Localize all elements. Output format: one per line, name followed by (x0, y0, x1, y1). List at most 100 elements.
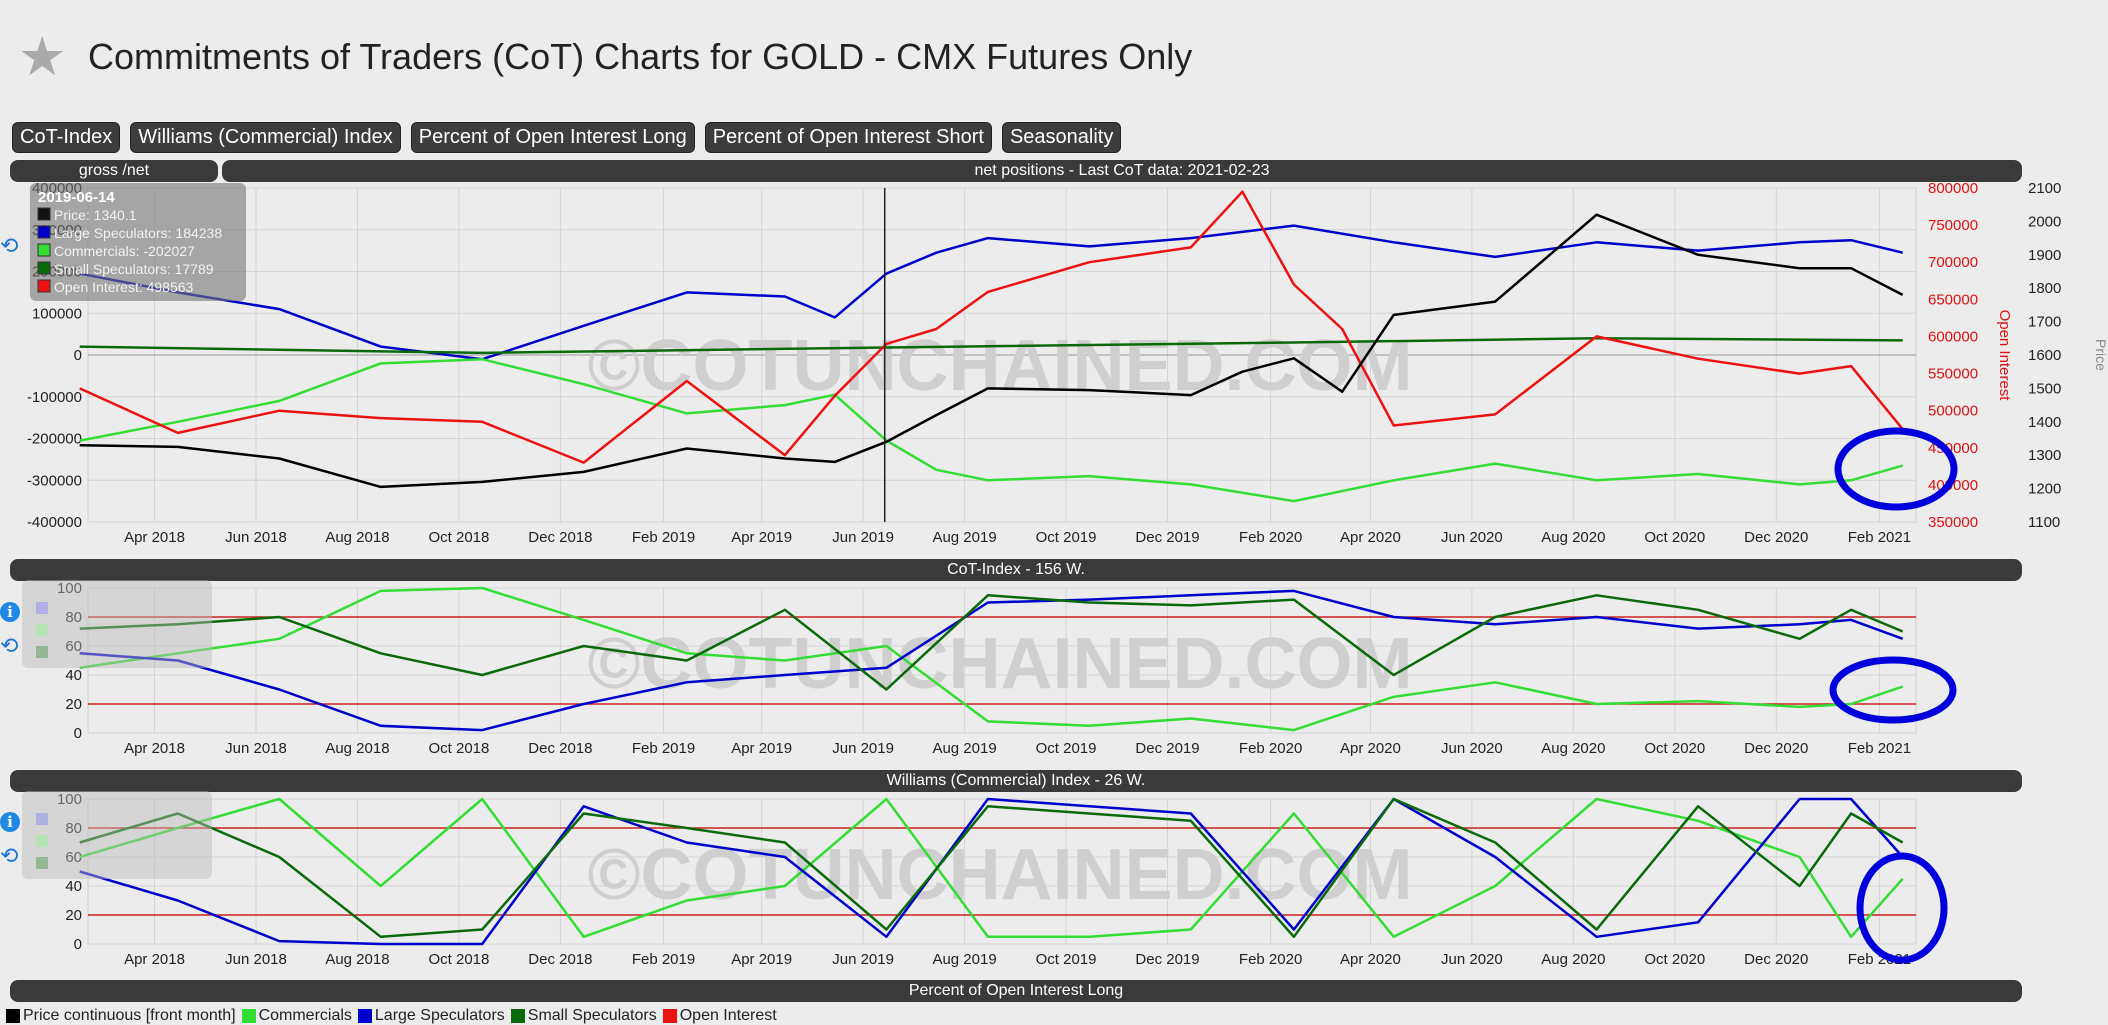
price-tick-label: 2100 (2028, 180, 2061, 197)
x-tick-label: Oct 2020 (1644, 740, 1705, 757)
price-tick-label: 1400 (2028, 414, 2061, 431)
info-icon[interactable]: i (0, 602, 20, 622)
series-line-open-interest (79, 190, 1904, 464)
tooltip-background (30, 183, 246, 301)
price-tick-label: 1700 (2028, 314, 2061, 331)
legend-swatch (510, 1009, 525, 1023)
legend-item-open-interest[interactable]: Open Interest (662, 1007, 777, 1025)
series-line-large-speculators (79, 589, 1904, 732)
x-tick-label: Oct 2019 (1036, 740, 1097, 757)
y-tick-label: 20 (65, 907, 82, 924)
x-tick-label: Feb 2021 (1848, 740, 1911, 757)
tab-cot-index[interactable]: CoT-Index (12, 122, 121, 153)
oi-tick-label: 550000 (1928, 366, 1978, 383)
legend-swatch (241, 1009, 256, 1023)
legend-item-price[interactable]: Price continuous [front month] (6, 1007, 236, 1025)
info-icon[interactable]: i (0, 812, 20, 832)
tooltip-swatch (37, 279, 51, 293)
price-tick-label: 1600 (2028, 347, 2061, 364)
favorite-star-icon[interactable]: ★ (18, 27, 67, 87)
refresh-icon[interactable]: ⟲ (0, 634, 19, 659)
refresh-icon[interactable]: ⟲ (0, 844, 19, 869)
price-tick-label: 1500 (2028, 380, 2061, 397)
price-tick-label: 1200 (2028, 481, 2061, 498)
refresh-icon[interactable]: ⟲ (0, 234, 19, 259)
series-line-price-continuous-front-month- (79, 213, 1904, 489)
series-toggle-box (22, 791, 212, 879)
x-tick-label: Dec 2018 (528, 529, 592, 546)
toggle-swatch (36, 857, 48, 869)
tab-percent-oi-long[interactable]: Percent of Open Interest Long (410, 122, 695, 153)
y-tick-label: -200000 (27, 431, 82, 448)
chart-tabs: CoT-Index Williams (Commercial) Index Pe… (12, 122, 1122, 153)
annotation-circle (1856, 852, 1948, 964)
x-tick-label: Aug 2020 (1541, 740, 1605, 757)
y-tick-label: 80 (65, 609, 82, 626)
tooltip-swatch (37, 243, 51, 257)
tooltip-swatch (37, 207, 51, 221)
series-line-small-speculators (79, 594, 1904, 691)
net-positions-header: net positions - Last CoT data: 2021-02-2… (222, 160, 2022, 182)
price-tick-label: 1100 (2028, 514, 2060, 531)
oi-tick-label: 750000 (1928, 217, 1978, 234)
x-tick-label: Feb 2020 (1239, 740, 1302, 757)
x-tick-label: Apr 2019 (731, 951, 792, 968)
oi-tick-label: 600000 (1928, 328, 1978, 345)
y-tick-label: 100 (57, 791, 82, 808)
series-toggle-box (22, 580, 212, 668)
y-tick-label: 100 (57, 580, 82, 597)
legend-item-large-speculators[interactable]: Large Speculators (357, 1007, 505, 1025)
tooltip-swatch (37, 261, 51, 275)
y-tick-label: 60 (65, 849, 82, 866)
oi-tick-label: 350000 (1928, 514, 1978, 531)
tooltip-row: Small Speculators: 17789 (54, 261, 214, 277)
price-tick-label: 2000 (2028, 213, 2061, 230)
toggle-box-bg (22, 791, 212, 879)
price-axis-title: Price (2093, 339, 2108, 371)
x-tick-label: Aug 2020 (1541, 529, 1605, 546)
y-tick-label: 0 (74, 725, 82, 742)
percent-long-header: Percent of Open Interest Long (10, 980, 2022, 1002)
x-tick-label: Feb 2021 (1848, 529, 1911, 546)
series-line-large-speculators (79, 797, 1904, 946)
tab-seasonality[interactable]: Seasonality (1001, 122, 1122, 153)
tab-williams-index[interactable]: Williams (Commercial) Index (130, 122, 401, 153)
x-tick-label: Aug 2019 (932, 529, 996, 546)
x-tick-label: Feb 2021 (1848, 951, 1911, 968)
series-line-small-speculators (79, 337, 1903, 355)
x-tick-label: Apr 2019 (731, 740, 792, 757)
legend-label: Commercials (258, 1007, 352, 1024)
legend-item-small-speculators[interactable]: Small Speculators (510, 1007, 657, 1025)
legend-label: Open Interest (679, 1007, 777, 1024)
x-tick-label: Aug 2018 (325, 529, 389, 546)
legend-swatch (357, 1009, 372, 1023)
gross-net-toggle[interactable]: gross /net (10, 160, 218, 182)
y-tick-label: 0 (74, 347, 82, 364)
page-title: Commitments of Traders (CoT) Charts for … (88, 36, 1193, 77)
y-tick-label: 0 (74, 936, 82, 953)
legend-label: Small Speculators (527, 1007, 657, 1024)
x-tick-label: Dec 2018 (528, 740, 592, 757)
x-tick-label: Oct 2019 (1036, 951, 1097, 968)
cot-index-header: CoT-Index - 156 W. (10, 559, 2022, 581)
legend-swatch (6, 1009, 20, 1023)
price-tick-label: 1900 (2028, 247, 2061, 264)
x-tick-label: Oct 2020 (1644, 529, 1705, 546)
plot-area (87, 587, 1917, 734)
x-tick-label: Feb 2019 (632, 529, 695, 546)
x-tick-label: Aug 2018 (325, 740, 389, 757)
toggle-swatch (36, 835, 48, 847)
y-tick-label: 60 (65, 638, 82, 655)
y-tick-label: 100000 (32, 305, 82, 322)
x-tick-label: Feb 2019 (632, 740, 695, 757)
x-tick-label: Dec 2019 (1135, 529, 1199, 546)
y-tick-label: 40 (65, 667, 82, 684)
annotation-circle (1834, 427, 1958, 511)
tooltip-row: Large Speculators: 184238 (54, 225, 222, 241)
tab-percent-oi-short[interactable]: Percent of Open Interest Short (704, 122, 992, 153)
legend-item-commercials[interactable]: Commercials (241, 1007, 352, 1025)
x-tick-label: Jun 2020 (1441, 529, 1503, 546)
x-tick-label: Apr 2018 (124, 529, 185, 546)
oi-tick-label: 650000 (1928, 291, 1978, 308)
